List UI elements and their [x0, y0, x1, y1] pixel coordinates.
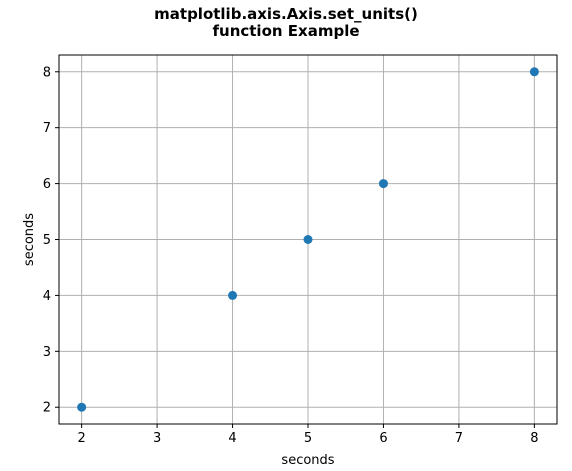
x-tick-label: 5 — [304, 431, 312, 446]
y-tick-label: 2 — [43, 401, 51, 416]
x-tick-label: 8 — [530, 431, 538, 446]
data-point — [228, 290, 238, 300]
y-tick-label: 7 — [43, 121, 51, 136]
x-tick-label: 3 — [153, 431, 161, 446]
axis-ticks: 2 3 4 5 6 7 8 2 3 4 5 6 7 8 — [43, 65, 539, 446]
data-point — [77, 402, 87, 412]
x-tick-label: 7 — [455, 431, 463, 446]
data-points — [77, 67, 539, 412]
chart-title-line-1: matplotlib.axis.Axis.set_units() — [154, 5, 418, 23]
data-point — [378, 179, 388, 189]
y-tick-label: 6 — [43, 177, 51, 192]
y-tick-label: 8 — [43, 65, 51, 80]
data-point — [303, 235, 313, 244]
x-tick-label: 2 — [77, 431, 85, 446]
y-tick-label: 3 — [43, 345, 51, 360]
data-point — [529, 67, 539, 77]
x-tick-label: 6 — [379, 431, 387, 446]
y-tick-label: 4 — [43, 289, 51, 304]
chart-title-line-2: function Example — [212, 22, 360, 40]
x-axis-label: seconds — [281, 453, 334, 468]
y-axis-label: seconds — [22, 213, 37, 266]
x-tick-label: 4 — [228, 431, 236, 446]
y-tick-label: 5 — [43, 233, 51, 248]
